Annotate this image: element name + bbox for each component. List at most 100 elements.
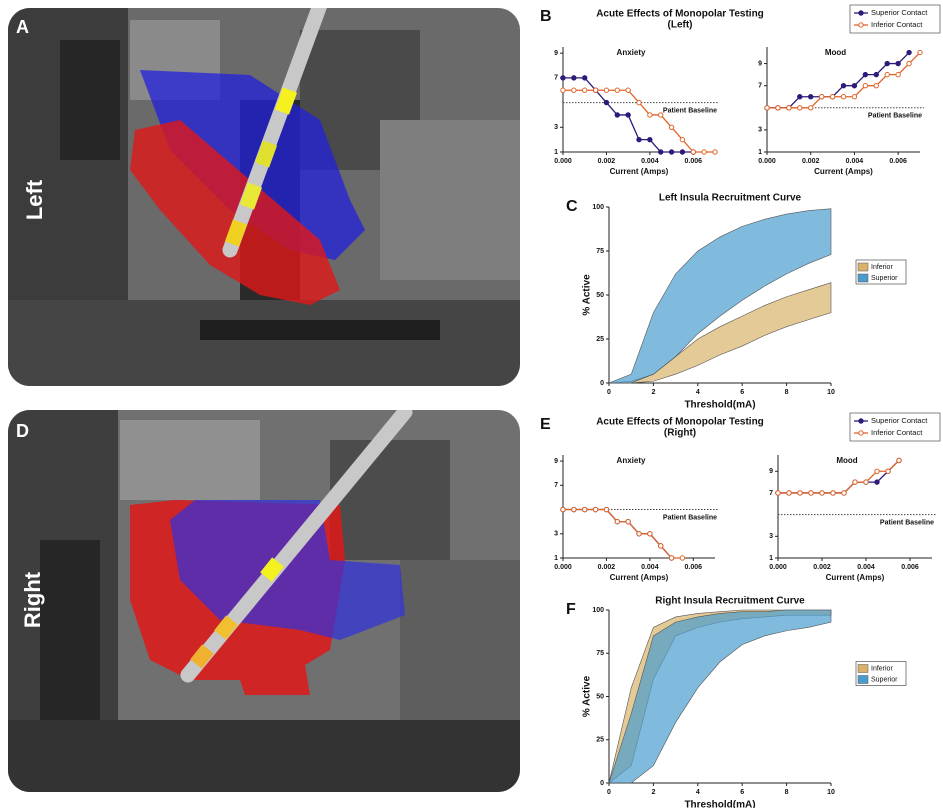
y-tick-label: 7	[769, 490, 773, 497]
point	[614, 87, 620, 93]
point	[797, 94, 803, 100]
legend-label: Inferior	[871, 665, 893, 672]
panel-letter: B	[540, 8, 552, 25]
legend-label: Inferior Contact	[871, 428, 923, 437]
y-axis-label: % Active	[582, 675, 593, 717]
band	[608, 282, 832, 384]
y-tick-label: 75	[596, 650, 604, 657]
point	[786, 490, 792, 496]
y-tick-label: 50	[596, 292, 604, 299]
mri-right	[8, 410, 520, 792]
point	[874, 479, 880, 485]
legend-marker	[858, 10, 864, 16]
legend-label: Inferior Contact	[871, 20, 923, 29]
y-tick-label: 50	[596, 693, 604, 700]
y-tick-label: 25	[596, 336, 604, 343]
series-line	[778, 459, 900, 494]
legend-swatch	[857, 273, 869, 283]
image-label: Left	[22, 179, 47, 220]
point	[786, 105, 792, 111]
point	[775, 105, 781, 111]
point	[571, 75, 577, 81]
subplot-label: Mood	[825, 48, 846, 57]
point	[679, 136, 686, 143]
point	[701, 149, 707, 155]
point	[603, 99, 610, 106]
point	[873, 82, 879, 89]
point	[603, 506, 610, 513]
point	[712, 149, 718, 155]
series-line	[767, 52, 921, 109]
chart-subtitle: (Right)	[664, 428, 696, 439]
point	[863, 479, 869, 485]
point	[560, 75, 566, 81]
point	[614, 518, 620, 525]
x-axis-label: Current (Amps)	[826, 573, 885, 582]
y-tick-label: 0	[600, 780, 604, 787]
legend-box	[855, 259, 907, 285]
annotation: Patient Baseline	[880, 519, 934, 526]
y-tick-label: 9	[758, 60, 762, 67]
legend-box	[849, 412, 941, 442]
point	[895, 60, 901, 67]
point	[896, 457, 902, 464]
annotation: Patient Baseline	[663, 107, 717, 114]
y-tick-label: 3	[554, 124, 558, 131]
x-tick-label: 0.004	[857, 564, 875, 571]
x-tick-label: 6	[740, 789, 744, 796]
point	[819, 490, 825, 496]
point	[797, 490, 803, 496]
subplot-label: Mood	[836, 456, 857, 465]
point	[560, 506, 566, 513]
point	[808, 490, 814, 496]
point	[658, 149, 664, 155]
point	[808, 94, 814, 100]
x-tick-label: 0	[607, 389, 611, 396]
x-tick-label: 4	[696, 789, 700, 796]
x-tick-label: 0	[607, 789, 611, 796]
chart-title: Acute Effects of Monopolar Testing	[596, 417, 764, 428]
annotation: Patient Baseline	[868, 113, 922, 120]
y-tick-label: 3	[769, 533, 773, 540]
point	[884, 71, 890, 78]
y-tick-label: 9	[769, 468, 773, 475]
chart-title: Acute Effects of Monopolar Testing	[596, 9, 764, 20]
point	[658, 543, 664, 549]
x-tick-label: 0.004	[641, 158, 659, 165]
point	[841, 490, 847, 496]
point	[636, 99, 642, 106]
point	[906, 49, 912, 56]
point	[582, 506, 588, 513]
point	[592, 506, 599, 513]
y-tick-label: 100	[592, 204, 604, 211]
chart-title: Left Insula Recruitment Curve	[659, 193, 802, 204]
legend-label: Superior Contact	[871, 416, 928, 425]
point	[808, 105, 814, 111]
point	[625, 112, 631, 118]
mri-left	[8, 8, 520, 386]
x-tick-label: 0.006	[685, 564, 703, 571]
x-tick-label: 0.004	[641, 564, 659, 571]
point	[764, 105, 770, 111]
point	[603, 87, 610, 93]
point	[851, 82, 858, 89]
y-tick-label: 25	[596, 737, 604, 744]
point	[840, 94, 847, 100]
y-tick-label: 1	[554, 555, 558, 562]
point	[571, 506, 577, 513]
x-tick-label: 8	[785, 789, 789, 796]
point	[830, 490, 836, 496]
legend-label: Inferior	[871, 264, 893, 271]
point	[840, 82, 847, 89]
series-line	[563, 89, 715, 153]
point	[873, 71, 879, 78]
x-axis-label: Current (Amps)	[610, 167, 669, 176]
point	[560, 87, 566, 93]
y-axis-label: % Active	[582, 274, 593, 316]
point	[917, 49, 923, 56]
point	[862, 82, 869, 89]
point	[582, 75, 588, 81]
y-tick-label: 1	[758, 149, 762, 156]
point	[884, 60, 890, 67]
x-tick-label: 10	[827, 389, 835, 396]
